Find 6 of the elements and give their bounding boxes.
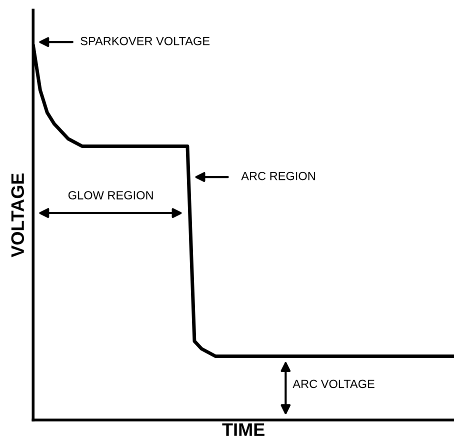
annotation: ARC VOLTAGE (292, 380, 374, 388)
y-axis-title: VOLTAGE (11, 173, 24, 258)
x-axis-title: TIME (222, 423, 264, 436)
annotation: ARC REGION (241, 172, 315, 180)
annotation: GLOW REGION (68, 191, 153, 200)
annotation: SPARKOVER VOLTAGE (80, 36, 210, 46)
